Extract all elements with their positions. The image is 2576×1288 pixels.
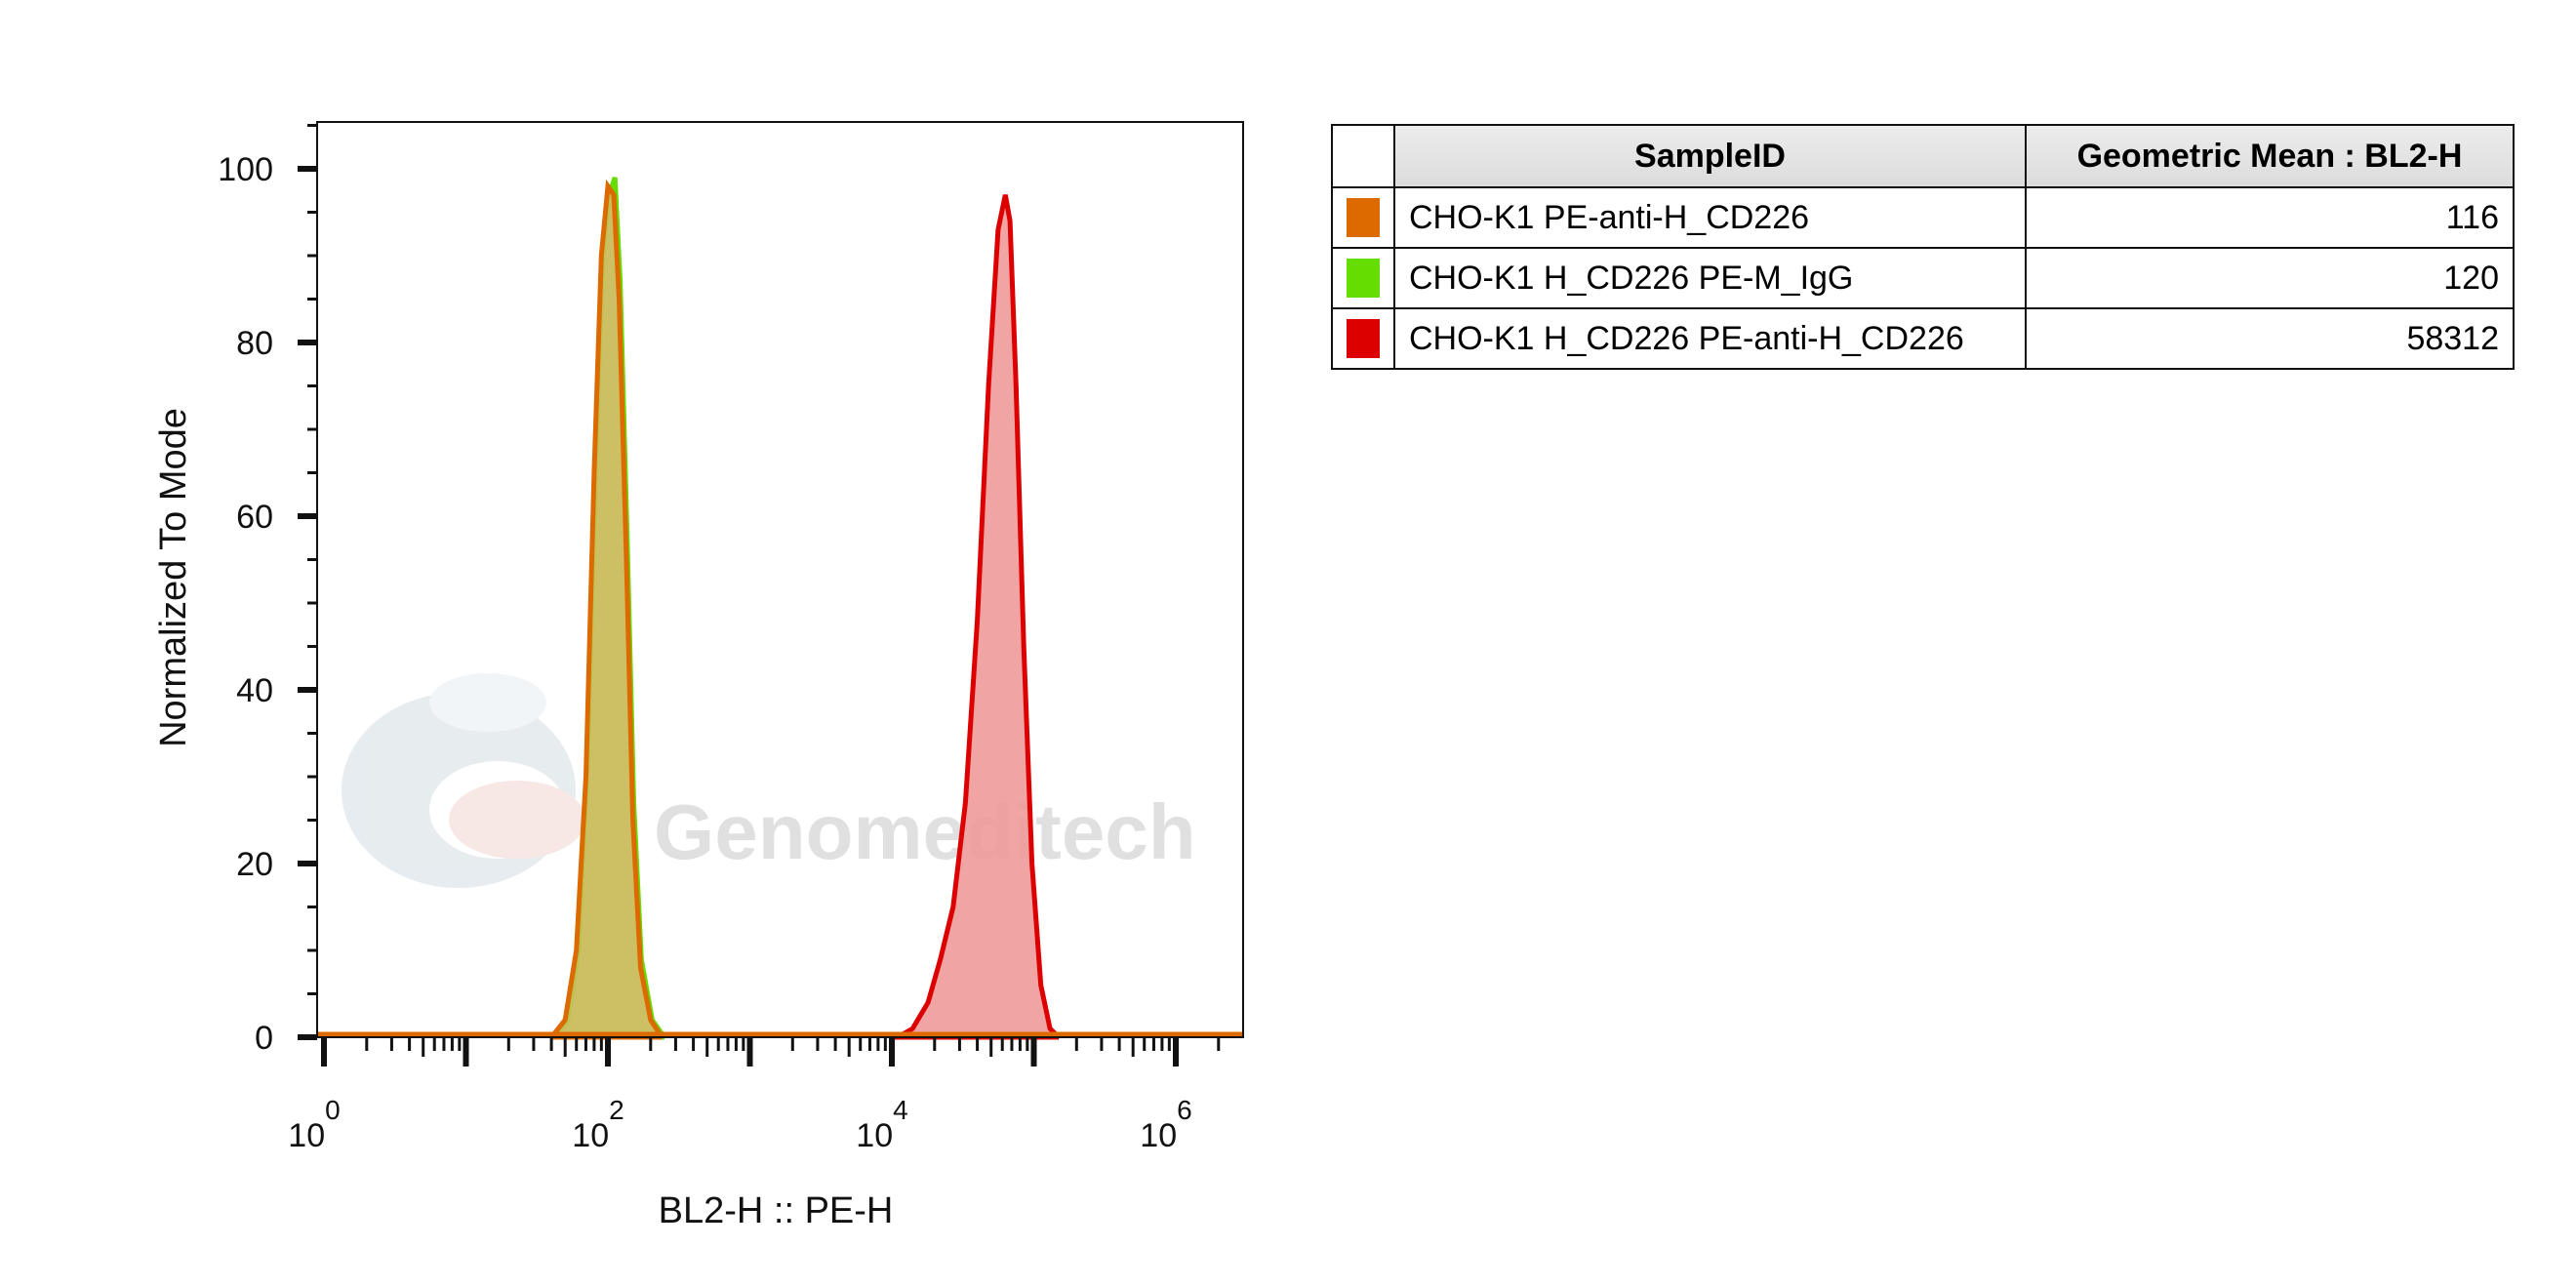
legend-table: SampleID Geometric Mean : BL2-H CHO-K1 P… [1331, 124, 2515, 370]
header-geomean: Geometric Mean : BL2-H [2025, 124, 2515, 188]
geo-mean: 116 [2025, 186, 2515, 249]
y-tick-label: 20 [236, 846, 273, 883]
sample-id: CHO-K1 PE-anti-H_CD226 [1393, 186, 2027, 249]
y-tick-label: 80 [236, 325, 273, 362]
y-tick-label: 60 [236, 499, 273, 536]
table-row: CHO-K1 PE-anti-H_CD226 116 [1331, 186, 2515, 249]
color-swatch [1347, 319, 1380, 358]
sample-id: CHO-K1 H_CD226 PE-anti-H_CD226 [1393, 307, 2027, 370]
y-tick-label: 40 [236, 672, 273, 709]
table-row: CHO-K1 H_CD226 PE-anti-H_CD226 58312 [1331, 307, 2515, 370]
table-header-row: SampleID Geometric Mean : BL2-H [1331, 124, 2515, 188]
sample-id: CHO-K1 H_CD226 PE-M_IgG [1393, 247, 2027, 309]
x-tick-label: 106 [1140, 1095, 1191, 1154]
swatch-header [1331, 124, 1395, 188]
table-row: CHO-K1 H_CD226 PE-M_IgG 120 [1331, 247, 2515, 309]
x-tick-label: 104 [856, 1095, 907, 1154]
plot-frame [316, 121, 1244, 1038]
geo-mean: 120 [2025, 247, 2515, 309]
x-tick-label: 102 [572, 1095, 624, 1154]
watermark-logo: Genomeditech [342, 673, 1196, 888]
header-sampleid: SampleID [1393, 124, 2027, 188]
histogram-series-1 [545, 179, 664, 1040]
watermark-text: Genomeditech [654, 788, 1196, 875]
y-axis-label: Normalized To Mode [153, 408, 194, 747]
histogram-series-2 [888, 194, 1061, 1040]
y-tick-label: 100 [218, 151, 273, 188]
y-tick-label: 0 [255, 1020, 273, 1057]
geo-mean: 58312 [2025, 307, 2515, 370]
x-tick-label: 100 [288, 1095, 340, 1154]
color-swatch [1347, 259, 1380, 298]
x-axis-label: BL2-H :: PE-H [659, 1190, 894, 1231]
color-swatch [1347, 198, 1380, 237]
